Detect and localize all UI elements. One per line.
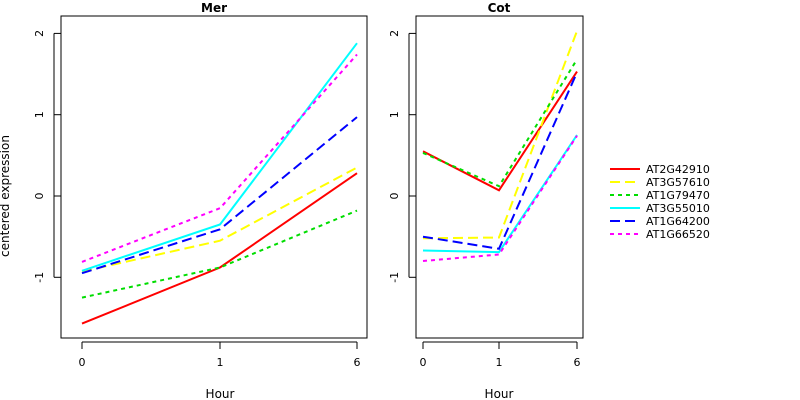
legend-label-at2g42910: AT2G42910 xyxy=(646,163,710,176)
y-axis-label: centered expression xyxy=(0,135,12,257)
series-line-at1g64200 xyxy=(422,71,578,250)
panel-cot-y-tick-label: 0 xyxy=(388,193,401,200)
panel-mer-frame xyxy=(60,15,368,339)
series-line-at2g42910 xyxy=(81,172,358,325)
legend: AT2G42910AT3G57610AT1G79470AT3G55010AT1G… xyxy=(610,163,710,241)
legend-label-at3g57610: AT3G57610 xyxy=(646,176,710,189)
series-line-at3g57610 xyxy=(81,166,358,273)
panel-cot-x-axis-label: Hour xyxy=(485,387,514,400)
panel-mer: Mer -1 0 1 2 0 1 6 Hour xyxy=(33,1,368,400)
panel-cot-x-tick-label: 1 xyxy=(496,356,503,369)
panel-mer-x-axis-label: Hour xyxy=(206,387,235,400)
panel-mer-y-axis: -1 0 1 2 xyxy=(33,30,61,283)
panel-cot-y-tick-label: -1 xyxy=(388,272,401,283)
panel-mer-series xyxy=(81,42,358,325)
series-line-at1g66520 xyxy=(422,135,578,262)
panel-mer-x-tick-label: 1 xyxy=(217,356,224,369)
panel-cot-x-tick-label: 0 xyxy=(420,356,427,369)
panel-mer-y-tick-label: 0 xyxy=(33,193,46,200)
panel-mer-y-tick-label: -1 xyxy=(33,272,46,283)
panel-mer-y-tick-label: 2 xyxy=(33,30,46,37)
panel-mer-y-tick-label: 1 xyxy=(33,111,46,118)
panel-cot-frame xyxy=(415,15,584,339)
series-line-at1g79470 xyxy=(81,209,358,299)
panel-cot-y-axis: -1 0 1 2 xyxy=(388,30,416,283)
panel-mer-x-tick-label: 6 xyxy=(354,356,361,369)
series-line-at1g79470 xyxy=(422,58,578,188)
legend-label-at1g66520: AT1G66520 xyxy=(646,228,710,241)
series-line-at3g57610 xyxy=(422,30,578,240)
panel-cot-title: Cot xyxy=(488,1,511,15)
panel-mer-x-tick-label: 0 xyxy=(79,356,86,369)
legend-label-at3g55010: AT3G55010 xyxy=(646,202,710,215)
legend-label-at1g79470: AT1G79470 xyxy=(646,189,710,202)
panel-mer-title: Mer xyxy=(201,1,227,15)
panel-cot-y-tick-label: 2 xyxy=(388,30,401,37)
panel-cot-y-tick-label: 1 xyxy=(388,111,401,118)
series-line-at3g55010 xyxy=(81,42,358,272)
panel-cot: Cot -1 0 1 2 0 1 6 Hour xyxy=(388,1,584,400)
legend-label-at1g64200: AT1G64200 xyxy=(646,215,710,228)
panel-cot-series xyxy=(422,30,578,262)
panel-cot-x-axis: 0 1 6 xyxy=(420,341,581,369)
series-line-at3g55010 xyxy=(422,134,578,254)
series-line-at1g66520 xyxy=(81,53,358,263)
panel-cot-x-tick-label: 6 xyxy=(574,356,581,369)
series-line-at1g64200 xyxy=(81,116,358,275)
panel-mer-x-axis: 0 1 6 xyxy=(79,341,361,369)
